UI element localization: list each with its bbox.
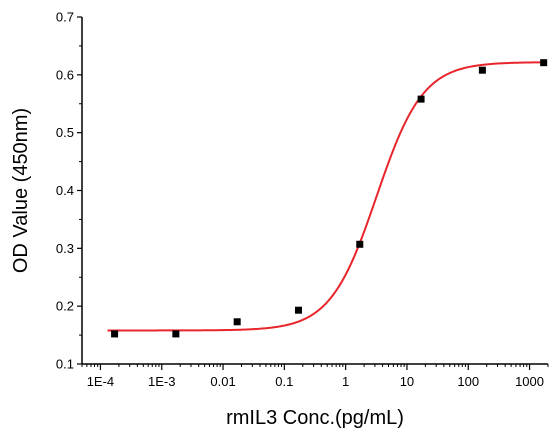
- x-tick-label: 0.01: [210, 374, 235, 389]
- x-tick-label: 1000: [515, 374, 544, 389]
- data-point: [540, 59, 548, 67]
- data-point: [417, 95, 425, 103]
- y-tick-label: 0.5: [56, 125, 74, 140]
- data-point: [294, 306, 302, 314]
- data-point: [233, 318, 241, 326]
- x-tick-label: 1: [342, 374, 349, 389]
- y-tick-label: 0.2: [56, 299, 74, 314]
- fit-curve: [107, 61, 546, 332]
- y-tick-label: 0.1: [56, 357, 74, 372]
- data-point: [172, 330, 180, 338]
- x-tick-label: 100: [457, 374, 479, 389]
- x-axis-title: rmIL3 Conc.(pg/mL): [226, 407, 404, 429]
- y-tick-label: 0.4: [56, 183, 74, 198]
- x-tick-label: 1E-3: [148, 374, 175, 389]
- x-tick-label: 10: [400, 374, 414, 389]
- y-tick-label: 0.7: [56, 10, 74, 25]
- y-tick-label: 0.3: [56, 241, 74, 256]
- y-axis-title: OD Value (450nm): [10, 108, 32, 273]
- data-point: [356, 240, 364, 248]
- data-point: [111, 330, 119, 338]
- x-tick-label: 1E-4: [87, 374, 114, 389]
- x-tick-label: 0.1: [275, 374, 293, 389]
- y-tick-label: 0.6: [56, 67, 74, 82]
- data-point: [478, 66, 486, 74]
- data-points: [111, 59, 548, 338]
- ticks: 0.1 0.2 0.3 0.4 0.5 0.6 0.7 1E-4 1E-3 0.01 0.1 1 10 1…: [56, 10, 549, 389]
